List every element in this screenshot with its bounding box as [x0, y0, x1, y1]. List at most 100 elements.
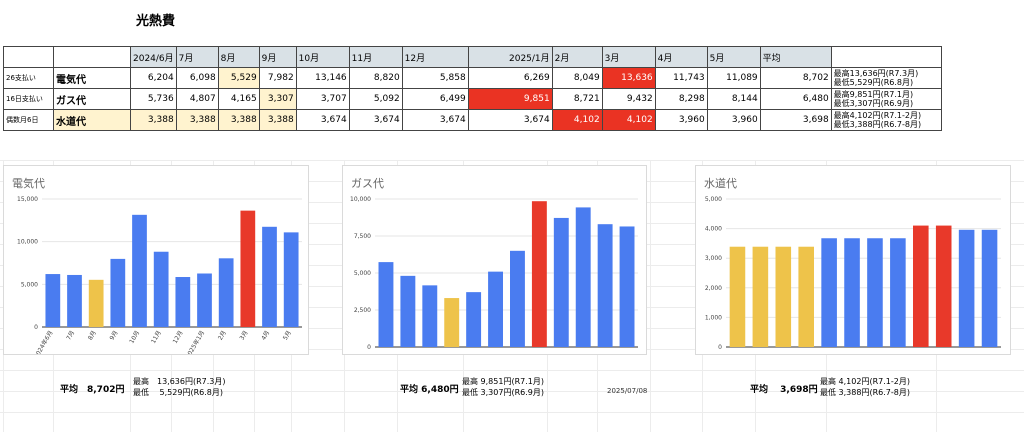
date-stamp: 2025/07/08 — [607, 387, 648, 395]
payment-day: 16日支払い — [3, 88, 54, 110]
grid-line — [0, 412, 1024, 413]
x-tick-label: 3月 — [239, 330, 250, 342]
payment-day: 26支払い — [3, 67, 54, 89]
utility-name: 電気代 — [53, 67, 131, 89]
header-cell: 3月 — [601, 46, 656, 68]
y-tick-label: 1,000 — [705, 314, 722, 321]
header-row: 2024/6月 7月 8月 9月 10月 11月 12月 2025/1月 2月 3月 4月 5月 平均 — [3, 46, 942, 68]
value-cell: 3,674 — [295, 109, 350, 131]
bar — [821, 238, 837, 347]
payment-day: 偶数月6日 — [3, 109, 54, 131]
bar — [531, 201, 547, 347]
header-cell: 2024/6月 — [130, 46, 177, 68]
x-tick-label: 12月 — [172, 330, 185, 345]
min-note: 最低3,307円(R6.9月) — [833, 99, 914, 108]
max-label: 最高 13,636円(R7.3月) — [133, 377, 226, 386]
value-cell: 13,636 — [601, 67, 656, 89]
minmax-note: 最高9,851円(R7.1月) 最低3,307円(R6.9月) — [830, 88, 942, 110]
bar — [867, 238, 883, 347]
x-tick-label: 4月 — [260, 330, 271, 342]
header-cell: 11月 — [348, 46, 403, 68]
bar — [935, 225, 952, 347]
bar — [422, 285, 438, 347]
header-cell: 2025/1月 — [467, 46, 553, 68]
y-tick-label: 7,500 — [354, 233, 371, 240]
bar — [729, 246, 746, 347]
grid-line — [0, 391, 1024, 392]
value-cell: 5,736 — [130, 88, 177, 110]
value-cell: 8,820 — [348, 67, 403, 89]
chart-gas-svg: 0 2,500 5,000 7,500 10,000 — [350, 196, 638, 351]
average-label: 平均 6,480円 — [400, 385, 459, 395]
utility-table: 2024/6月 7月 8月 9月 10月 11月 12月 2025/1月 2月 3月 4月 5月 平均 2… — [3, 46, 942, 131]
bar — [283, 232, 299, 327]
utility-name: 水道代 — [53, 109, 131, 131]
bar — [510, 250, 525, 347]
chart-title: ガス代 — [351, 177, 384, 190]
y-tick-label: 4,000 — [705, 226, 722, 233]
value-cell: 3,388 — [130, 109, 177, 131]
y-tick-label: 2,000 — [705, 285, 722, 292]
header-cell: 10月 — [295, 46, 350, 68]
bar — [981, 229, 998, 347]
value-cell: 6,098 — [175, 67, 219, 89]
minmax-note: 最高4,102円(R7.1-2月) 最低3,388円(R6.7-8月) — [830, 109, 942, 131]
header-cell — [3, 46, 54, 68]
bar — [197, 273, 212, 327]
header-cell: 12月 — [401, 46, 469, 68]
min-note: 最低5,529円(R6.8月) — [833, 78, 914, 87]
header-cell: 2月 — [551, 46, 603, 68]
value-cell: 13,146 — [295, 67, 350, 89]
chart-title: 電気代 — [12, 177, 45, 190]
bar — [913, 225, 929, 347]
header-cell: 4月 — [654, 46, 708, 68]
max-label: 最高 4,102円(R7.1-2月) — [820, 377, 910, 386]
value-cell: 3,307 — [258, 88, 297, 110]
value-cell: 9,851 — [467, 88, 553, 110]
header-cell — [53, 46, 131, 68]
value-cell: 3,960 — [654, 109, 708, 131]
y-tick-label: 10,000 — [17, 239, 38, 246]
value-cell: 3,388 — [217, 109, 260, 131]
header-cell: 7月 — [175, 46, 219, 68]
value-cell: 6,499 — [401, 88, 469, 110]
table-row: 偶数月6日 水道代 3,388 3,388 3,388 3,388 3,674 3,674 3,… — [3, 109, 942, 131]
bar — [153, 251, 169, 327]
bar — [890, 238, 906, 347]
value-cell: 11,743 — [654, 67, 708, 89]
average-cell: 8,702 — [759, 67, 832, 89]
value-cell: 6,269 — [467, 67, 553, 89]
bar — [88, 279, 104, 327]
max-label: 最高 9,851円(R7.1月) — [462, 377, 544, 386]
bar — [240, 210, 256, 327]
header-cell: 8月 — [217, 46, 260, 68]
chart-water-svg: 0 1,000 2,000 3,000 4,000 5,000 — [705, 196, 1001, 351]
y-tick-label: 0 — [34, 324, 38, 331]
average-label: 平均 8,702円 — [60, 385, 125, 395]
value-cell: 4,102 — [551, 109, 603, 131]
grid-line — [0, 370, 1024, 371]
y-tick-label: 0 — [367, 344, 371, 351]
value-cell: 9,432 — [601, 88, 656, 110]
page-title: 光熱費 — [136, 14, 176, 29]
value-cell: 8,298 — [654, 88, 708, 110]
x-tick-label: 11月 — [150, 330, 163, 345]
max-note: 最高4,102円(R7.1-2月) — [833, 111, 922, 120]
chart-title: 水道代 — [704, 177, 737, 190]
average-cell: 3,698 — [759, 109, 832, 131]
table-row: 26支払い 電気代 6,204 6,098 5,529 7,982 13,146 8,820 5… — [3, 67, 942, 89]
value-cell: 3,674 — [348, 109, 403, 131]
header-cell: 平均 — [759, 46, 832, 68]
bar — [619, 226, 635, 347]
bar — [400, 275, 416, 347]
bar — [67, 274, 82, 327]
y-tick-label: 5,000 — [705, 196, 722, 203]
y-tick-label: 2,500 — [354, 307, 371, 314]
bar — [553, 217, 569, 347]
x-tick-label: 10月 — [128, 330, 141, 345]
grid-line — [0, 160, 1024, 161]
value-cell: 6,204 — [130, 67, 177, 89]
bar — [466, 292, 482, 347]
y-tick-label: 0 — [718, 344, 722, 351]
bar — [262, 226, 277, 327]
